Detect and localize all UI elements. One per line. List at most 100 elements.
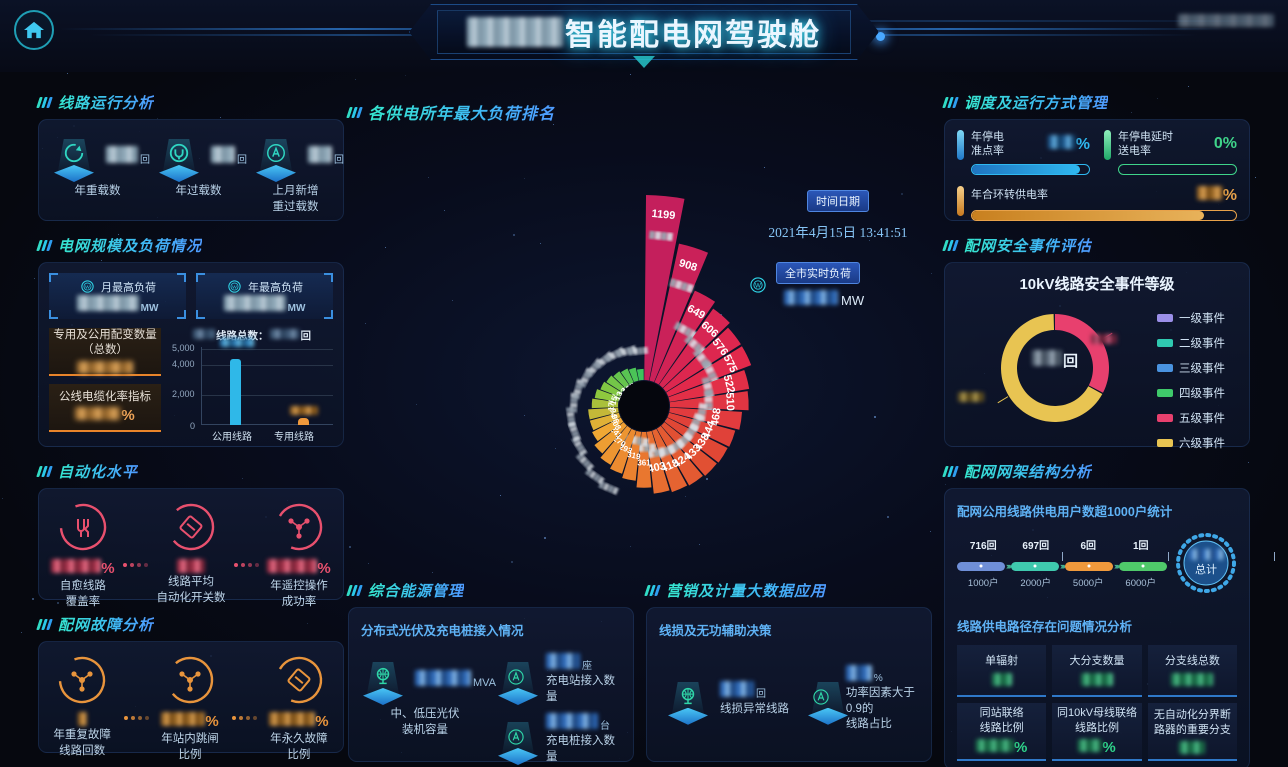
rose-sector[interactable] bbox=[669, 407, 743, 430]
cell-caption: 无自动化分界断 路器的重要分支 bbox=[1153, 709, 1231, 736]
cell-same-bus-tie-ratio[interactable]: 同10kV母线联络 线路比例 % bbox=[1052, 703, 1142, 761]
metric-abnormal-loss-lines[interactable]: 回 线损异常线路 bbox=[659, 665, 799, 733]
rose-sector[interactable] bbox=[636, 431, 652, 488]
panel-energy[interactable]: 分布式光伏及充电桩接入情况 bbox=[348, 607, 634, 766]
rose-sector[interactable] bbox=[606, 375, 625, 393]
metric-remote-control-success[interactable]: % 年遥控操作 成功率 bbox=[267, 501, 331, 610]
rose-sector[interactable] bbox=[592, 417, 624, 442]
dashboard-header: 智能配电网驾驶舱 bbox=[0, 0, 1288, 72]
realtime-load-badge[interactable]: 全市实时负荷 bbox=[776, 262, 860, 284]
card-monthly-peak-load[interactable]: W 月最高负荷 MW bbox=[49, 273, 186, 319]
metric-power-factor-ratio[interactable]: % 功率因素大于0.9的 线路占比 bbox=[799, 665, 919, 733]
panel-line-operation[interactable]: 回 年重载数 回 bbox=[38, 119, 344, 221]
cell-total-branch-lines[interactable]: 分支线总数 bbox=[1147, 645, 1237, 697]
panel-structure[interactable]: 配网公用线路供电用户数超1000户统计 716回 697回 6回 1回 bbox=[944, 488, 1275, 767]
panel-marketing[interactable]: 线损及无功辅助决策 回 bbox=[646, 607, 932, 762]
legend-label: 四级事件 bbox=[1179, 388, 1225, 400]
metric-self-healing-coverage[interactable]: % 自愈线路 覆盖率 bbox=[51, 501, 115, 610]
metric-repeat-fault-lines[interactable]: 年重复故障 线路回数 bbox=[53, 654, 111, 759]
dots-separator-icon bbox=[123, 715, 149, 720]
rose-sector[interactable] bbox=[664, 417, 728, 463]
overload-icon bbox=[150, 130, 208, 182]
card-transformer-count[interactable]: 专用及公用配变数量 （总数） bbox=[49, 328, 161, 376]
donut-title: 10kV线路安全事件等级 bbox=[1019, 276, 1175, 293]
rose-sector[interactable] bbox=[667, 412, 736, 447]
pipeline-segment-4[interactable] bbox=[1119, 561, 1167, 571]
dots-separator-icon bbox=[123, 562, 149, 567]
dispatch-progress-bar bbox=[971, 209, 1237, 221]
rose-sector[interactable] bbox=[628, 367, 639, 383]
rose-sector[interactable] bbox=[644, 195, 685, 381]
station-a-icon-glyph bbox=[813, 689, 829, 705]
metric-caption: 线路平均 自动化开关数 bbox=[156, 576, 226, 604]
rose-sector[interactable] bbox=[594, 389, 620, 402]
rose-sector[interactable] bbox=[661, 422, 717, 476]
rose-sector[interactable] bbox=[613, 371, 629, 388]
rose-sector[interactable] bbox=[594, 422, 627, 454]
card-cable-rate[interactable]: 公线电缆化率指标 % bbox=[49, 384, 161, 432]
chart-nightingale-rose[interactable]: 1199908649606576575522510468444438433424… bbox=[348, 124, 928, 554]
metric-substation-trip-ratio[interactable]: % 年站内跳闸 比例 bbox=[161, 654, 219, 763]
section-grid-scale-title: 电网规模及负荷情况 bbox=[36, 235, 344, 256]
rose-sector[interactable] bbox=[600, 381, 622, 397]
metric-charging-piles[interactable]: 台 充电桩接入数量 bbox=[489, 713, 621, 766]
card-annual-peak-load[interactable]: W 年最高负荷 MW bbox=[196, 273, 333, 319]
bar-dedicated-line[interactable] bbox=[298, 418, 309, 425]
metric-value bbox=[77, 712, 87, 726]
cell-single-radial[interactable]: 单辐射 bbox=[957, 645, 1047, 697]
cell-large-branch-count[interactable]: 大分支数量 bbox=[1052, 645, 1142, 697]
metric-permanent-fault-ratio[interactable]: % 年永久故障 比例 bbox=[269, 654, 329, 763]
rose-sector[interactable] bbox=[591, 398, 619, 409]
dispatch-item-delayed-restore[interactable]: 年停电延时 送电率 0% bbox=[1104, 130, 1237, 175]
rose-sector[interactable] bbox=[636, 368, 644, 381]
cell-same-station-tie-ratio[interactable]: 同站联络 线路比例 % bbox=[957, 703, 1047, 761]
rose-sector[interactable] bbox=[610, 428, 636, 474]
legend-item[interactable]: 一级事件 bbox=[1157, 310, 1225, 326]
segment-top-label: 1回 bbox=[1132, 541, 1149, 552]
panel-fault[interactable]: 年重复故障 线路回数 % 年站内跳闸 比例 bbox=[38, 641, 344, 761]
legend-chip bbox=[1157, 414, 1173, 422]
rose-sector[interactable] bbox=[654, 290, 716, 385]
structure-total-badge[interactable]: 总计 bbox=[1175, 532, 1237, 594]
metric-pv-capacity[interactable]: MVA 中、低压光伏 装机容量 bbox=[361, 653, 496, 765]
rose-sector[interactable] bbox=[652, 428, 688, 493]
structure-pipeline[interactable]: ›››› ›››› ›››› bbox=[957, 561, 1167, 571]
reload-icon bbox=[45, 130, 103, 182]
pipeline-segment-3[interactable] bbox=[1065, 561, 1113, 571]
node-icon bbox=[166, 656, 214, 704]
bar-public-line[interactable] bbox=[230, 359, 241, 425]
pipeline-segment-2[interactable] bbox=[1011, 561, 1059, 571]
metric-annual-overload[interactable]: 回 年过载数 bbox=[150, 130, 247, 200]
pipeline-segment-1[interactable] bbox=[957, 561, 1005, 571]
legend-item[interactable]: 二级事件 bbox=[1157, 335, 1225, 351]
chart-line-count-bar[interactable]: 线路总数： 回 5,000 4,000 2,000 0 bbox=[171, 328, 333, 443]
legend-item[interactable]: 五级事件 bbox=[1157, 410, 1225, 426]
rose-sector[interactable] bbox=[649, 243, 709, 383]
donut-slice[interactable] bbox=[1001, 314, 1103, 422]
rose-sector[interactable] bbox=[588, 407, 619, 420]
section-marketing-title: 营销及计量大数据应用 bbox=[644, 580, 932, 601]
panel-grid-scale[interactable]: W 月最高负荷 MW W 年最高负荷 bbox=[38, 262, 344, 447]
home-button[interactable] bbox=[14, 10, 54, 50]
rose-sector[interactable] bbox=[600, 425, 632, 465]
section-marker-icon bbox=[36, 466, 53, 477]
legend-item[interactable]: 四级事件 bbox=[1157, 385, 1225, 401]
cell-no-auto-breaker-branch[interactable]: 无自动化分界断 路器的重要分支 bbox=[1147, 703, 1237, 761]
dispatch-item-loop-transfer[interactable]: 年合环转供电率 % bbox=[957, 185, 1237, 221]
rose-sector[interactable] bbox=[656, 425, 703, 486]
rose-sector[interactable] bbox=[620, 368, 634, 385]
rose-sector[interactable] bbox=[589, 412, 621, 431]
metric-annual-heavy-load[interactable]: 回 年重载数 bbox=[45, 130, 150, 200]
legend-item[interactable]: 三级事件 bbox=[1157, 360, 1225, 376]
date-badge[interactable]: 时间日期 bbox=[807, 190, 869, 212]
panel-dispatch[interactable]: 年停电 准点率 % 年停电延时 送电率 0% bbox=[944, 119, 1250, 221]
metric-charging-stations[interactable]: 座 充电站接入数量 bbox=[489, 653, 621, 706]
rose-value-label: 194 bbox=[607, 403, 618, 418]
donut-slice[interactable] bbox=[1055, 314, 1109, 393]
panel-automation[interactable]: % 自愈线路 覆盖率 线路平均 自动化开关数 bbox=[38, 488, 344, 608]
metric-new-overload-last-month[interactable]: 回 上月新增 重过载数 bbox=[247, 130, 344, 215]
dispatch-item-outage-ontime[interactable]: 年停电 准点率 % bbox=[957, 130, 1090, 175]
legend-item[interactable]: 六级事件 bbox=[1157, 435, 1225, 451]
metric-avg-auto-switch[interactable]: 线路平均 自动化开关数 bbox=[156, 501, 225, 606]
panel-safety[interactable]: 10kV线路安全事件等级 回 一级事件 二级事件 三级事件 四级事件 五级事件 … bbox=[944, 262, 1250, 450]
